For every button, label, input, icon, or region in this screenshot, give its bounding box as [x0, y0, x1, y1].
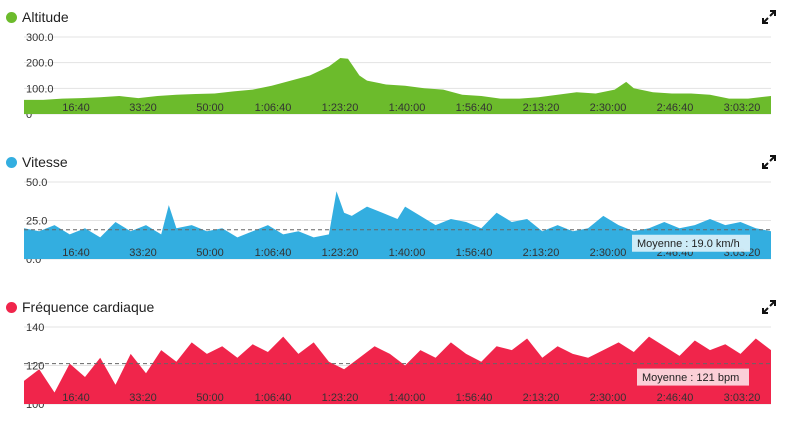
altitude-panel: Altitude 0 100.0 200.0 300.0 16:40 33:20 50:00…	[0, 0, 788, 140]
x-tick-label: 3:03:20	[724, 392, 761, 404]
x-tick-label: 3:03:20	[724, 102, 761, 114]
x-tick-label: 1:06:40	[255, 392, 292, 404]
altitude-title: Altitude	[22, 9, 69, 25]
x-tick-label: 2:30:00	[590, 102, 627, 114]
expand-icon[interactable]	[762, 10, 776, 24]
altitude-header: Altitude	[6, 8, 69, 26]
x-tick-label: 1:40:00	[389, 102, 426, 114]
altitude-legend-dot	[6, 11, 17, 23]
y-tick-label: 200.0	[26, 58, 54, 70]
heart-rate-legend-dot	[6, 301, 17, 313]
y-tick-label: 0	[26, 109, 32, 121]
heart-rate-header: Fréquence cardiaque	[6, 298, 154, 316]
series-area	[24, 336, 771, 404]
average-label: Moyenne : 121 bpm	[642, 372, 739, 384]
y-tick-label: 50.0	[26, 177, 47, 189]
x-tick-label: 1:56:40	[456, 392, 493, 404]
x-tick-label: 1:06:40	[255, 247, 292, 259]
y-tick-label: 100.0	[26, 83, 54, 95]
x-tick-label: 2:13:20	[523, 102, 560, 114]
x-tick-label: 33:20	[129, 102, 157, 114]
x-tick-label: 2:13:20	[523, 392, 560, 404]
average-label: Moyenne : 19.0 km/h	[637, 238, 740, 250]
speed-panel: Vitesse 0.0 25.0 50.0 16:40 33:20 50:00 1:06:4…	[0, 145, 788, 285]
average-box	[637, 368, 749, 386]
series-area	[24, 58, 771, 114]
expand-icon[interactable]	[762, 155, 776, 169]
x-tick-label: 1:56:40	[456, 102, 493, 114]
x-tick-label: 16:40	[62, 102, 90, 114]
x-tick-label: 2:46:40	[657, 102, 694, 114]
x-tick-label: 16:40	[62, 247, 90, 259]
x-tick-label: 16:40	[62, 392, 90, 404]
x-tick-label: 50:00	[196, 102, 224, 114]
heart-rate-panel: Fréquence cardiaque 100 120 140 16:40 33:20 5…	[0, 290, 788, 430]
speed-chart: 0.025.050.016:40 33:20 50:00 1:06:40 1:23:20…	[24, 177, 771, 266]
x-tick-label: 2:13:20	[523, 247, 560, 259]
series-area	[24, 191, 771, 259]
y-tick-label: 25.0	[26, 216, 47, 228]
heart-rate-title: Fréquence cardiaque	[22, 299, 155, 315]
expand-icon[interactable]	[762, 300, 776, 314]
speed-legend-dot	[6, 156, 17, 168]
x-tick-label: 2:46:40	[657, 392, 694, 404]
x-tick-label: 1:40:00	[389, 247, 426, 259]
y-tick-label: 120	[26, 361, 44, 373]
speed-title: Vitesse	[22, 154, 68, 170]
altitude-chart: 0 100.0 200.0 300.0 16:40 33:20 50:00 1:06:40 1:…	[24, 32, 771, 121]
y-tick-label: 140	[26, 322, 44, 334]
x-tick-label: 50:00	[196, 392, 224, 404]
x-tick-label: 1:23:20	[322, 102, 359, 114]
x-tick-label: 50:00	[196, 247, 224, 259]
x-tick-label: 2:30:00	[590, 392, 627, 404]
x-tick-label: 2:30:00	[590, 247, 627, 259]
speed-header: Vitesse	[6, 153, 68, 171]
average-box	[632, 234, 750, 252]
x-tick-label: 1:23:20	[322, 247, 359, 259]
x-tick-label: 1:23:20	[322, 392, 359, 404]
x-tick-label: 1:06:40	[255, 102, 292, 114]
x-tick-label: 33:20	[129, 247, 157, 259]
x-tick-label: 1:56:40	[456, 247, 493, 259]
x-tick-label: 1:40:00	[389, 392, 426, 404]
x-tick-label: 33:20	[129, 392, 157, 404]
y-tick-label: 300.0	[26, 32, 54, 44]
